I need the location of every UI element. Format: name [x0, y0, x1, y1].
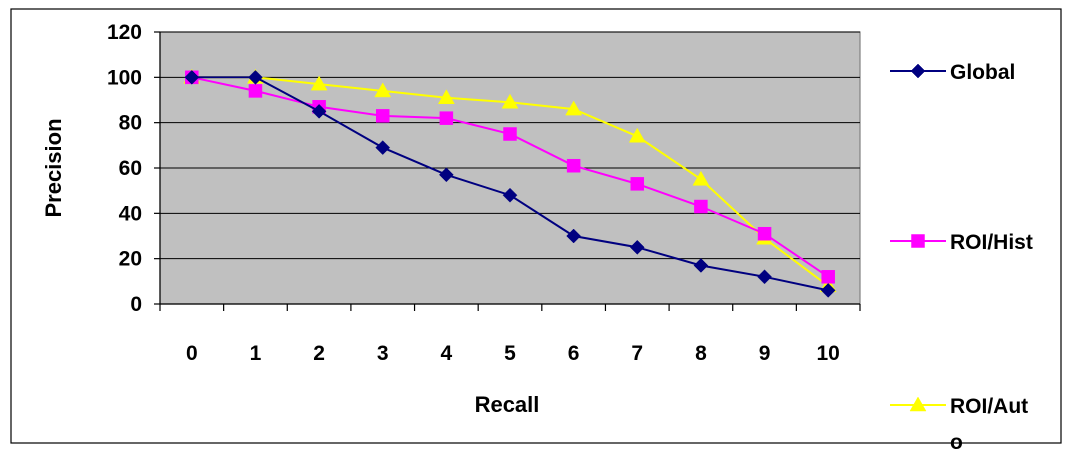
y-tick-label: 20 [119, 248, 142, 271]
data-point-global [248, 69, 263, 85]
y-axis-ticks: 0 20 40 60 80 100 120 [107, 21, 160, 316]
legend-marker-global [910, 63, 926, 79]
data-point-roi-hist [375, 109, 390, 123]
series-global [184, 69, 836, 298]
data-point-roi-auto [437, 89, 455, 104]
data-point-roi-hist [439, 111, 454, 125]
y-tick-label: 40 [119, 202, 142, 225]
data-point-roi-hist [630, 177, 645, 191]
y-tick-label: 60 [119, 157, 142, 180]
x-tick-label: 1 [250, 342, 262, 365]
x-tick-label: 6 [568, 342, 580, 365]
data-point-global [693, 258, 709, 273]
x-tick-label: 5 [504, 342, 516, 365]
data-point-roi-auto [501, 93, 519, 109]
data-point-roi-auto [565, 100, 583, 116]
data-point-roi-hist [757, 226, 772, 241]
data-point-roi-hist [566, 158, 581, 173]
data-point-roi-auto [310, 75, 328, 91]
data-point-roi-hist [248, 84, 263, 98]
legend-item-roi-auto: ROI/Aut o [890, 395, 1028, 453]
x-tick-label: 8 [695, 342, 707, 365]
data-point-global [375, 140, 391, 155]
data-point-roi-auto [628, 127, 646, 143]
x-axis-title: Recall [475, 392, 540, 417]
grid-lines [160, 31, 860, 260]
series-layer [183, 68, 837, 298]
data-point-global [184, 69, 200, 85]
y-tick-label: 0 [130, 293, 142, 316]
data-point-roi-auto [692, 170, 710, 186]
legend-label: ROI/Aut [950, 395, 1028, 418]
y-tick-label: 120 [107, 21, 142, 44]
x-tick-label: 4 [441, 342, 453, 365]
data-point-global [629, 239, 645, 255]
data-point-global [311, 103, 327, 119]
x-tick-label: 3 [377, 342, 389, 365]
data-point-global [502, 187, 518, 203]
data-point-roi-hist [821, 270, 835, 284]
x-tick-label: 0 [186, 342, 198, 365]
x-tick-label: 9 [759, 342, 771, 365]
y-tick-label: 80 [119, 112, 142, 135]
y-axis-title: Precision [41, 118, 66, 217]
y-tick-label: 100 [107, 66, 142, 89]
legend-label: Global [950, 61, 1015, 84]
legend-item-global: Global [890, 61, 1015, 84]
x-tick-label: 10 [817, 342, 840, 365]
legend: Global ROI/Hist ROI/Aut o [890, 61, 1033, 453]
legend-marker-roi-auto [909, 396, 927, 412]
data-point-roi-auto [374, 82, 392, 98]
legend-item-roi-hist: ROI/Hist [890, 231, 1033, 254]
x-tick-label: 7 [631, 342, 643, 365]
legend-marker-roi-hist [911, 234, 925, 248]
x-axis-ticks: 0 1 2 3 4 5 6 7 8 9 10 [159, 304, 861, 365]
data-point-roi-hist [694, 199, 708, 214]
x-tick-label: 2 [313, 342, 325, 365]
data-point-global [757, 269, 772, 285]
data-point-global [820, 283, 836, 298]
legend-label: o [950, 431, 963, 453]
data-point-global [439, 167, 454, 183]
legend-label: ROI/Hist [950, 231, 1033, 254]
data-point-global [566, 228, 581, 244]
data-point-roi-hist [503, 127, 517, 141]
